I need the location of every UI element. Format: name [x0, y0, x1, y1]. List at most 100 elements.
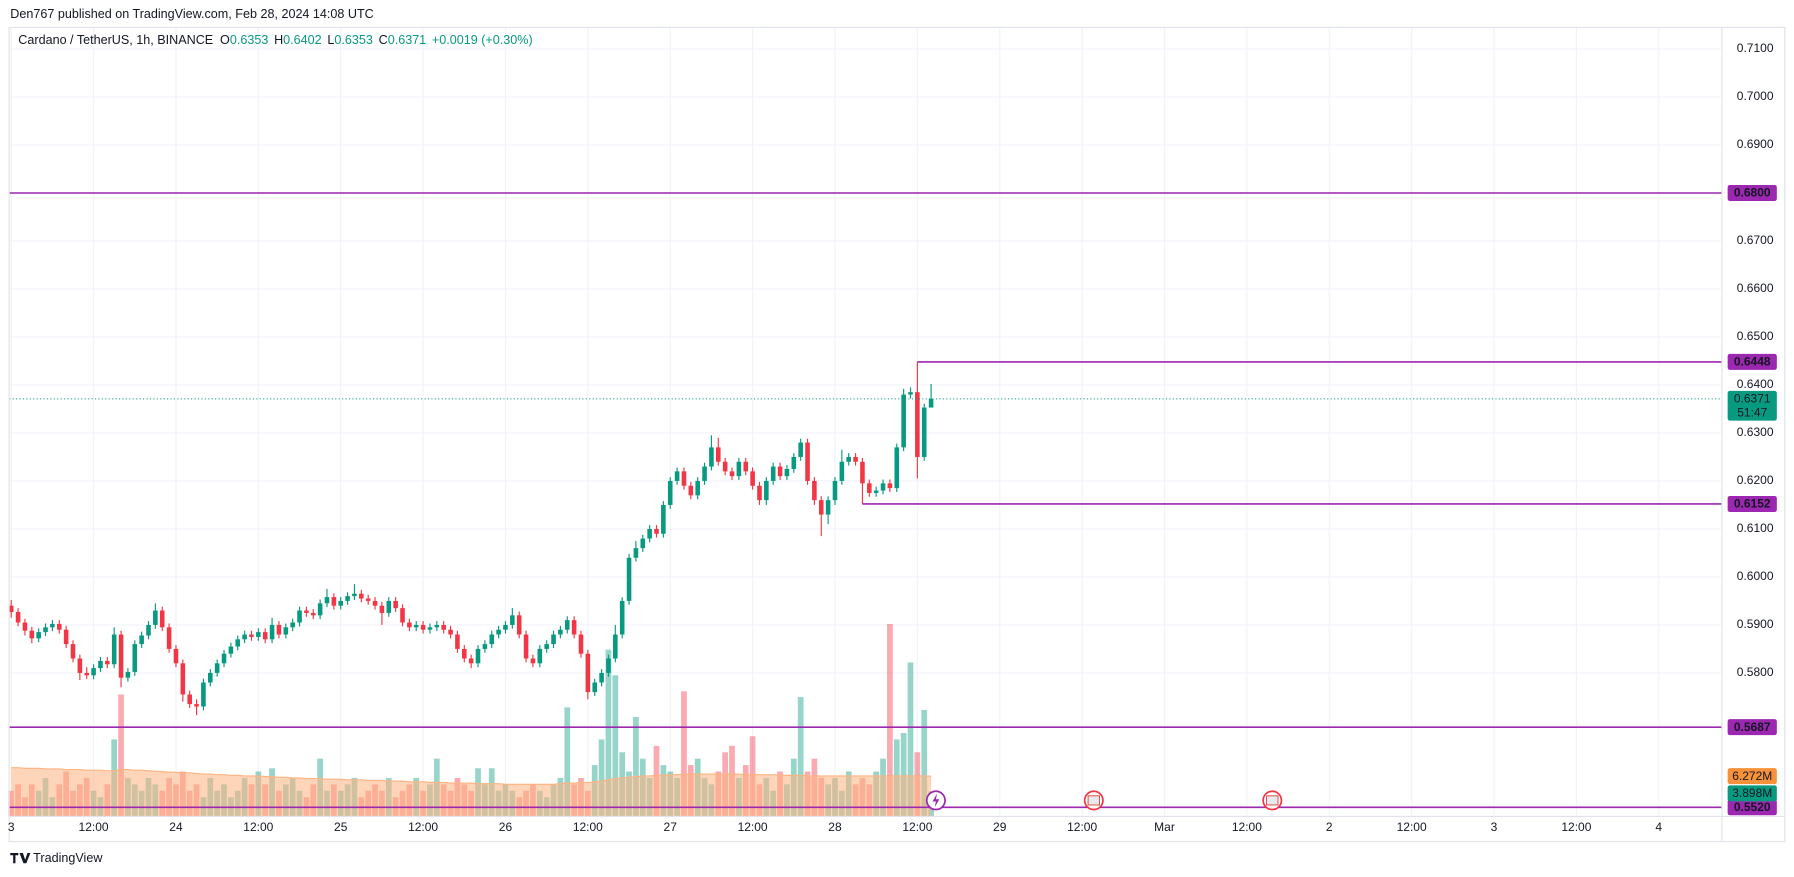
- legend-key: L: [327, 33, 334, 47]
- candle-body: [915, 392, 920, 457]
- event-icons: [925, 790, 1283, 811]
- x-tick-label: 27: [664, 820, 678, 834]
- candle-body: [379, 605, 385, 613]
- candle-body: [901, 394, 906, 448]
- candle-body: [613, 634, 618, 659]
- candle-body: [235, 639, 241, 647]
- candle-body: [523, 634, 529, 659]
- volume-ma-box: [1727, 768, 1777, 785]
- candle-body: [770, 466, 776, 481]
- level-label-box: [1727, 495, 1777, 512]
- candle-body: [887, 483, 893, 489]
- y-tick-label: 0.6300: [1737, 425, 1774, 439]
- candle-body: [187, 694, 192, 705]
- candle-body: [420, 624, 426, 630]
- candle-body: [180, 663, 186, 695]
- legend-value: 0.6353: [334, 33, 372, 47]
- candle-body: [400, 608, 405, 623]
- x-tick-label: 29: [993, 820, 1007, 834]
- candle-body: [455, 634, 460, 649]
- candle-body: [283, 627, 289, 635]
- candle-body: [56, 623, 62, 630]
- x-tick-label: 12:00: [573, 820, 603, 834]
- candle-body: [365, 598, 371, 601]
- candle-body: [70, 644, 76, 659]
- candle-body: [496, 629, 501, 635]
- candle-body: [146, 624, 151, 636]
- candle-body: [221, 653, 227, 664]
- candle-body: [640, 538, 646, 549]
- y-tick-label: 0.6200: [1737, 473, 1774, 487]
- candle-body: [386, 600, 392, 613]
- candle-body: [578, 634, 584, 654]
- candle-body: [805, 442, 810, 481]
- candle-body: [633, 548, 639, 558]
- last-price-box: [1727, 390, 1777, 421]
- x-tick-label: 4: [1655, 820, 1662, 834]
- volume-bar: [598, 739, 605, 817]
- candle-body: [407, 622, 412, 628]
- flag-icon: [1087, 795, 1100, 806]
- candle-body: [118, 634, 124, 678]
- candle-body: [50, 623, 55, 628]
- candle-body: [105, 660, 110, 665]
- candle-body: [269, 624, 275, 640]
- legend-key: O: [220, 33, 230, 47]
- candle-body: [654, 528, 659, 534]
- candle-body: [873, 490, 879, 493]
- x-tick-label: 12:00: [408, 820, 438, 834]
- volume-bar: [633, 716, 639, 817]
- candle-body: [489, 634, 495, 645]
- candle-body: [201, 682, 206, 707]
- x-tick-label: 12:00: [1561, 820, 1591, 834]
- volume-bar: [118, 694, 124, 817]
- candle-body: [15, 611, 21, 623]
- candle-body: [290, 622, 295, 628]
- candle-body: [441, 624, 446, 630]
- volume-pane: [8, 623, 934, 817]
- candle-body: [688, 485, 694, 496]
- candle-body: [777, 466, 783, 477]
- candle-body: [619, 600, 625, 635]
- candle-body: [63, 629, 69, 645]
- candle-body: [791, 456, 797, 469]
- y-tick-label: 0.6500: [1737, 329, 1774, 343]
- candle-body: [695, 480, 700, 496]
- candle-body: [510, 615, 515, 625]
- volume-bar: [605, 649, 612, 817]
- candle-body: [599, 672, 604, 683]
- y-tick-label: 0.5900: [1737, 617, 1774, 631]
- last-price-label: 0.6371: [1734, 392, 1771, 406]
- legend-key: C: [379, 33, 388, 47]
- candle-body: [585, 653, 591, 693]
- candle-body: [764, 480, 769, 501]
- candle-body: [29, 630, 35, 639]
- candle-body: [812, 480, 817, 501]
- candle-body: [276, 624, 282, 635]
- candle-body: [352, 593, 357, 597]
- candle-body: [91, 668, 96, 676]
- candle-body: [413, 624, 419, 628]
- x-tick-label: 12:00: [902, 820, 932, 834]
- legend: Cardano / TetherUS, 1h, BINANCE O0.6353 H0…: [18, 33, 532, 47]
- candle-body: [317, 603, 323, 616]
- y-tick-label: 0.5800: [1737, 665, 1774, 679]
- candle-body: [262, 632, 268, 640]
- candle-body: [798, 442, 803, 457]
- candle-body: [846, 456, 852, 462]
- y-tick-label: 0.7000: [1737, 89, 1774, 103]
- candle-body: [427, 627, 433, 630]
- y-tick-label: 0.6700: [1737, 233, 1774, 247]
- y-tick-label: 0.7100: [1737, 41, 1774, 55]
- candle-body: [297, 610, 302, 623]
- volume-label: 3.898M: [1732, 786, 1772, 800]
- y-tick-label: 0.6900: [1737, 137, 1774, 151]
- candle-body: [702, 466, 707, 481]
- candle-body: [153, 610, 158, 625]
- candle-body: [544, 644, 549, 649]
- volume-bar: [921, 709, 928, 817]
- flag-icon: [1266, 795, 1279, 806]
- volume-ma-line: [11, 767, 932, 785]
- x-tick-label: 26: [499, 820, 513, 834]
- candle-body: [125, 671, 131, 678]
